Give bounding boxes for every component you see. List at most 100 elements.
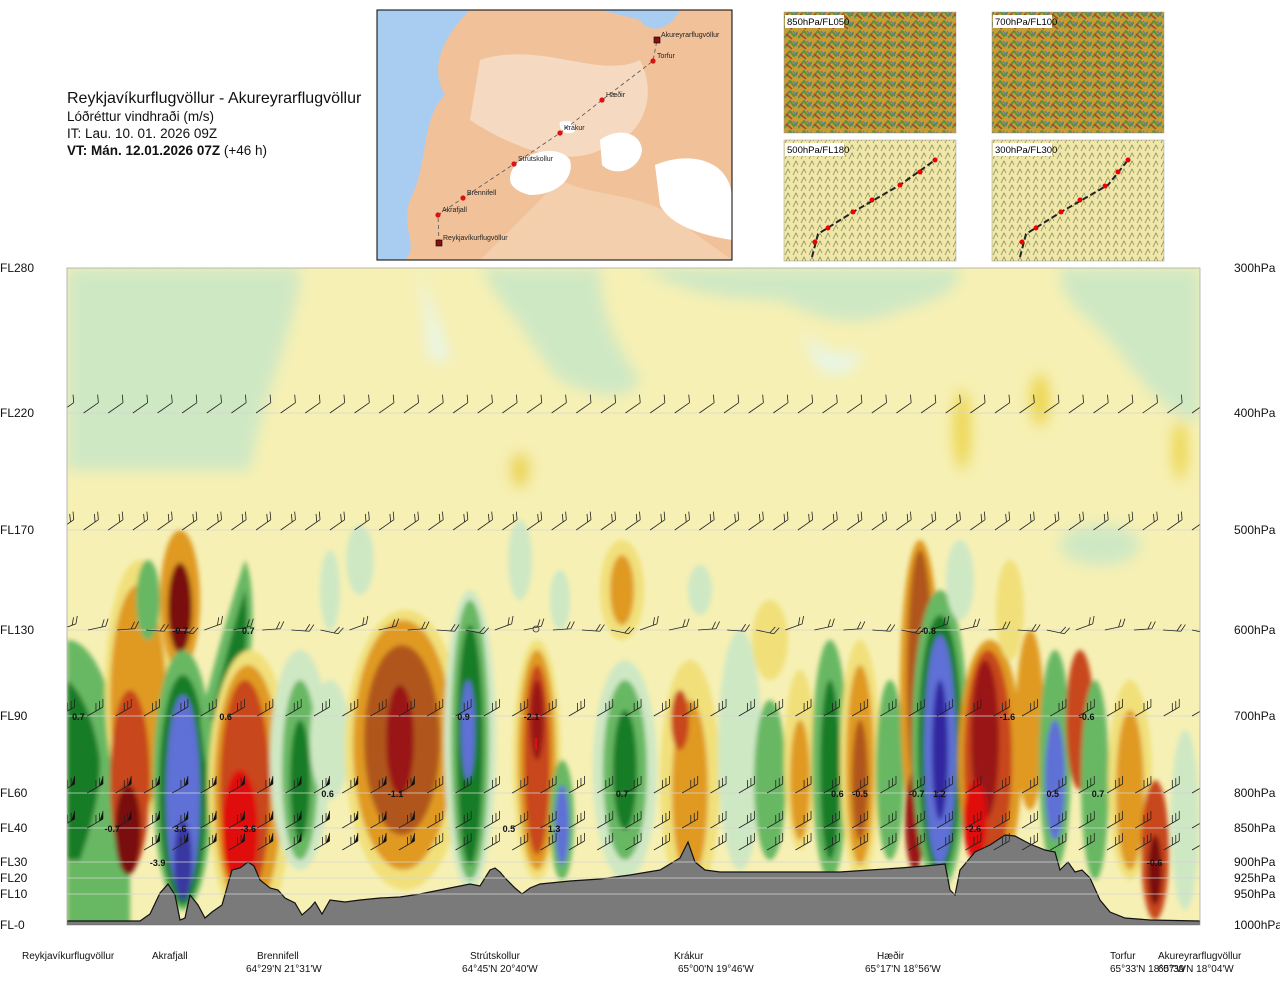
wind-barb	[257, 775, 274, 794]
wind-barb	[540, 810, 557, 829]
wind-barb	[773, 511, 789, 531]
wind-barb	[795, 810, 812, 829]
station-name: Akrafjall	[152, 951, 188, 962]
wind-barb	[526, 394, 543, 414]
right-axis: 300hPa 400hPa 500hPa 600hPa 700hPa 800hPa 850h…	[1234, 261, 1280, 932]
wind-barb	[342, 698, 359, 717]
map-airport-marker	[435, 239, 443, 247]
wind-barb	[880, 698, 897, 717]
lower-field	[67, 520, 1199, 925]
wind-barb	[257, 698, 274, 717]
wind-barb	[1050, 775, 1067, 794]
terrain-profile	[67, 834, 1200, 925]
panel-label-700: 700hPa/FL100	[995, 17, 1057, 28]
wind-barb	[822, 394, 838, 414]
station-coord: 65°00'N 19°46'W	[678, 964, 754, 975]
wind-barb	[596, 832, 614, 851]
wind-barb	[427, 832, 444, 851]
wind-barb	[108, 511, 124, 531]
wind-barb	[823, 698, 840, 717]
right-axis-tick: 900hPa	[1234, 855, 1276, 869]
wind-barb	[959, 618, 981, 631]
wind-barb	[502, 511, 518, 531]
station-coord: 65°33'N 18°07'W	[1110, 964, 1186, 975]
right-axis-tick: 925hPa	[1234, 871, 1276, 885]
station-coord: 65°17'N 18°56'W	[865, 964, 941, 975]
wind-barb	[83, 394, 99, 414]
wind-barb	[1021, 810, 1039, 829]
wind-barb	[625, 511, 641, 531]
wind-barb	[398, 775, 415, 794]
wind-barb	[483, 775, 500, 794]
value-label: -0.7	[105, 824, 121, 834]
wind-barb	[681, 810, 699, 829]
wind-barb	[1191, 402, 1200, 414]
level-panels: 850hPa/FL050 700hPa/FL100 500hPa/FL180	[783, 11, 1165, 262]
wind-barb	[1043, 394, 1060, 414]
wind-barb	[370, 698, 387, 717]
left-axis-tick: FL-0	[0, 918, 25, 932]
upper-field	[67, 268, 1200, 565]
map-point-label: Strútskollur	[518, 156, 554, 163]
wind-barb	[738, 698, 755, 717]
station-name: Krákur	[674, 951, 704, 962]
wind-barb	[1046, 626, 1071, 635]
wind-barb	[108, 394, 124, 414]
wind-barb	[993, 698, 1010, 717]
wind-barb	[936, 832, 954, 851]
wind-barb	[280, 511, 296, 531]
wind-barb	[455, 698, 472, 717]
wind-barb	[699, 394, 715, 414]
wind-barb	[313, 810, 330, 829]
wind-barb	[403, 511, 419, 531]
wind-barb	[1106, 832, 1124, 851]
panel-label-300: 300hPa/FL300	[995, 145, 1057, 156]
wind-barb	[428, 511, 444, 531]
wind-barb	[512, 832, 529, 851]
left-axis-tick: FL30	[0, 855, 28, 869]
wind-barb	[653, 698, 670, 717]
wind-barb	[576, 511, 592, 531]
wind-barb	[285, 832, 302, 851]
wind-barb	[994, 511, 1011, 531]
wind-barb	[1162, 624, 1186, 632]
wind-barb	[477, 394, 493, 414]
wind-barb	[596, 810, 614, 829]
wind-barb	[483, 832, 500, 851]
wind-barb	[329, 394, 346, 414]
wind-barb	[674, 511, 690, 531]
wind-barb	[1163, 810, 1180, 829]
left-axis: FL280 FL220 FL170 FL130 FL90 FL60 FL40 FL30 FL20…	[0, 261, 34, 932]
right-axis-tick: 950hPa	[1234, 887, 1276, 901]
wind-barb	[823, 775, 840, 794]
wind-barb	[551, 394, 567, 414]
value-label: -2.6	[966, 824, 982, 834]
right-axis-tick: 600hPa	[1234, 623, 1276, 637]
wind-barb	[698, 621, 720, 631]
wind-barb	[710, 810, 727, 829]
wind-barb	[710, 775, 727, 794]
wind-barb	[407, 621, 430, 631]
wind-barb	[625, 775, 642, 794]
wind-barb	[540, 698, 557, 717]
value-label: 0.7	[616, 789, 629, 799]
wind-barb	[200, 775, 217, 794]
wind-barb	[880, 810, 897, 829]
wind-barb	[342, 810, 359, 829]
wind-barb	[1104, 618, 1126, 631]
wind-barb	[320, 626, 344, 635]
wind-barb	[427, 775, 444, 794]
wind-barb	[1050, 698, 1067, 717]
panel-label-500: 500hPa/FL180	[787, 145, 849, 156]
value-label: 0.5	[1046, 789, 1059, 799]
station-coord: 64°29'N 21°31'W	[246, 964, 322, 975]
map-point-marker	[435, 212, 441, 218]
wind-barb	[681, 698, 699, 717]
wind-barb	[993, 810, 1010, 829]
wind-barb	[67, 394, 75, 414]
wind-barb	[291, 624, 315, 632]
wind-barb	[67, 810, 75, 829]
panel-850: 850hPa/FL050	[783, 11, 957, 134]
wind-barb	[206, 511, 222, 531]
wind-barb	[766, 698, 784, 717]
